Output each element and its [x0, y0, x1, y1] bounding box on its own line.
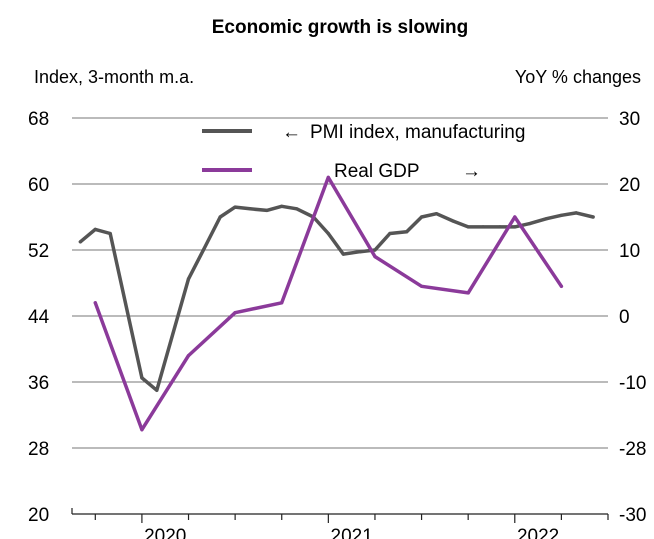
left-axis-label: Index, 3-month m.a. [34, 67, 194, 87]
x-axis: 2020 2021 2022 [71, 508, 609, 539]
data-point-pmi [108, 231, 112, 236]
right-axis-label: YoY % changes [515, 67, 641, 87]
data-point-real-gdp [186, 354, 191, 358]
data-point-pmi [466, 225, 470, 229]
right-tick-label: 0 [619, 307, 630, 328]
right-axis-ticks: -30 -28 -10 0 10 20 30 [619, 109, 646, 526]
data-point-pmi [528, 222, 532, 226]
data-point-real-gdp [280, 301, 284, 305]
data-point-pmi [591, 215, 595, 219]
data-point-pmi [93, 227, 97, 231]
x-tick-label: 2022 [517, 526, 559, 539]
data-point-pmi [544, 217, 549, 221]
series-line-pmi [78, 204, 595, 393]
legend: ← PMI index, manufacturing Real GDP → [202, 122, 525, 182]
x-tick-label: 2021 [331, 526, 373, 539]
right-tick-label: 10 [619, 241, 640, 262]
data-point-pmi [248, 207, 252, 211]
data-point-pmi [155, 388, 159, 392]
left-tick-label: 68 [28, 109, 49, 130]
data-point-pmi [186, 277, 191, 281]
data-point-pmi [373, 248, 377, 252]
legend-label-gdp: Real GDP [334, 161, 420, 182]
data-point-pmi [358, 250, 362, 254]
data-point-real-gdp [140, 428, 144, 432]
chart-title: Economic growth is slowing [212, 17, 469, 38]
left-tick-label: 44 [28, 307, 50, 328]
legend-label-pmi: PMI index, manufacturing [310, 122, 525, 143]
data-point-pmi [341, 252, 345, 256]
right-tick-label: -28 [619, 439, 646, 460]
left-tick-label: 28 [28, 439, 49, 460]
left-tick-label: 36 [28, 373, 49, 394]
legend-arrow-gdp: → [462, 161, 481, 182]
right-tick-label: 30 [619, 109, 640, 130]
data-point-pmi [265, 208, 269, 212]
data-point-pmi [280, 204, 284, 208]
data-point-pmi [574, 211, 578, 215]
series-layer [78, 175, 595, 432]
series-line-real-gdp [93, 175, 564, 432]
data-point-pmi [451, 219, 455, 223]
data-point-real-gdp [233, 311, 237, 315]
x-tick-label: 2020 [144, 526, 186, 539]
data-point-pmi [559, 213, 564, 217]
left-tick-label: 20 [28, 505, 49, 526]
data-point-pmi [201, 248, 205, 252]
gridlines [72, 117, 608, 449]
left-axis-ticks: 20 28 36 44 52 60 68 [28, 109, 50, 526]
data-point-pmi [498, 225, 502, 229]
data-point-pmi [233, 205, 237, 209]
data-point-pmi [326, 231, 330, 236]
data-point-pmi [218, 215, 222, 219]
data-point-real-gdp [373, 255, 377, 259]
data-point-real-gdp [513, 215, 517, 219]
right-tick-label: -30 [619, 505, 646, 526]
data-point-real-gdp [559, 284, 564, 288]
data-point-pmi [420, 215, 424, 219]
data-point-pmi [513, 225, 517, 229]
data-point-pmi [388, 231, 392, 236]
data-point-real-gdp [93, 301, 97, 305]
data-point-real-gdp [466, 291, 470, 295]
left-tick-label: 52 [28, 241, 49, 262]
data-point-pmi [140, 376, 144, 380]
data-point-pmi [295, 207, 299, 211]
right-tick-label: -10 [619, 373, 646, 394]
data-point-pmi [78, 240, 82, 244]
left-tick-label: 60 [28, 175, 49, 196]
data-point-real-gdp [326, 175, 330, 179]
data-point-real-gdp [420, 284, 424, 288]
data-point-pmi [434, 212, 439, 216]
legend-arrow-pmi: ← [282, 122, 301, 143]
data-point-pmi [405, 230, 409, 234]
data-point-pmi [481, 225, 485, 229]
right-tick-label: 20 [619, 175, 640, 196]
